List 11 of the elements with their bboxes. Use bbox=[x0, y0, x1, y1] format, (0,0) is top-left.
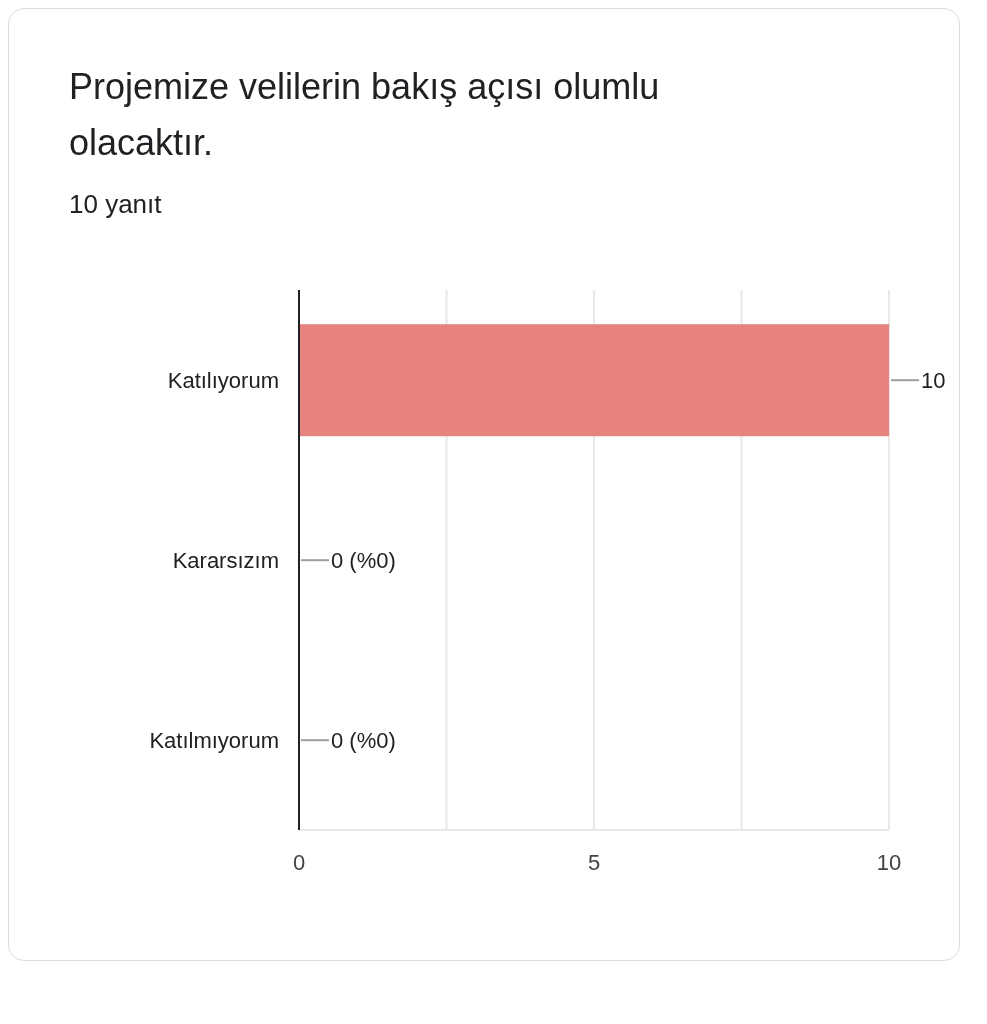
data-label: 0 (%0) bbox=[331, 727, 396, 753]
y-tick-label: Katılmıyorum bbox=[149, 727, 279, 753]
x-tick-label: 5 bbox=[587, 849, 601, 875]
x-tick-label: 0 bbox=[292, 849, 306, 875]
chart-title: Projemize velilerin bakış açısı olumlu olacaktır. bbox=[68, 65, 661, 165]
data-label: 0 (%0) bbox=[331, 547, 396, 573]
y-tick-label: Kararsızım bbox=[172, 547, 279, 573]
data-label: 10 bbox=[921, 367, 946, 393]
x-tick-label: 10 bbox=[876, 849, 902, 875]
chart-subtitle: 10 yanıt bbox=[68, 189, 163, 220]
y-tick-label: Katılıyorum bbox=[167, 367, 279, 393]
